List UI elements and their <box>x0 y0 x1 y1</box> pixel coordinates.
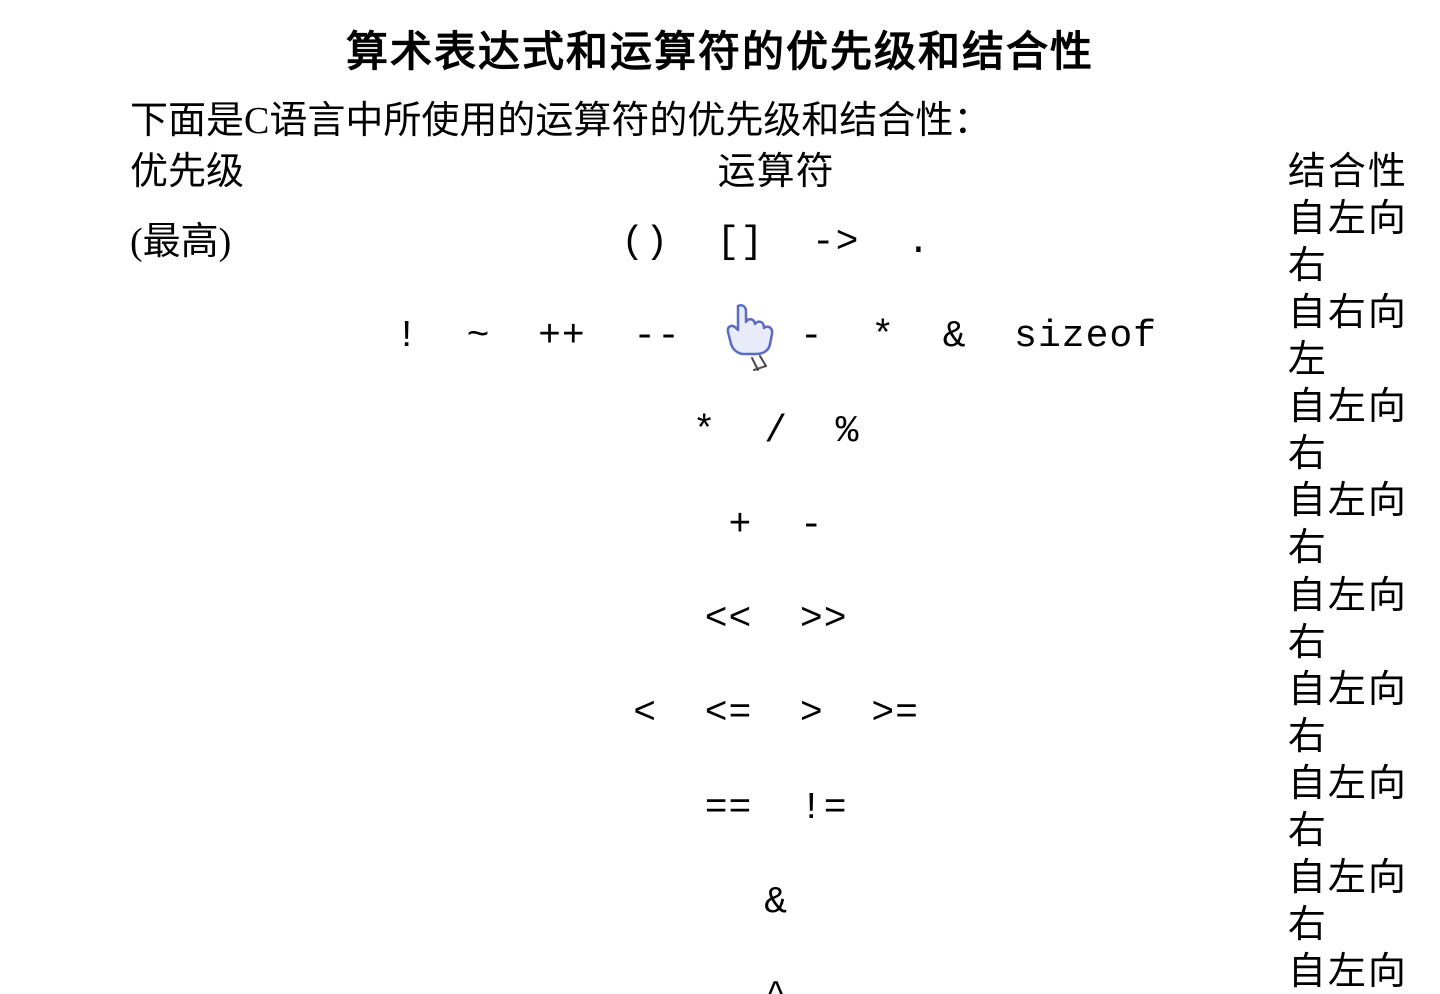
header-priority: 优先级 <box>130 149 264 196</box>
page-title: 算术表达式和运算符的优先级和结合性 <box>0 18 1440 79</box>
assoc-cell: 自左向右 <box>1288 573 1440 667</box>
priority-cell: (最高) <box>130 196 264 290</box>
operator-cell: << >> <box>264 573 1288 667</box>
header-operator: 运算符 <box>264 149 1288 196</box>
priority-cell <box>130 290 264 384</box>
assoc-cell: 自左向右 <box>1288 949 1440 994</box>
table-row: ! ~ ++ -- + - * & sizeof自右向左 <box>130 290 1440 384</box>
operator-cell: == != <box>264 761 1288 855</box>
priority-cell <box>130 384 264 478</box>
priority-cell <box>130 949 264 994</box>
intro-text: 下面是C语言中所使用的运算符的优先级和结合性： <box>0 99 1440 145</box>
operator-cell: & <box>264 855 1288 949</box>
assoc-cell: 自左向右 <box>1288 478 1440 572</box>
table-row: &自左向右 <box>130 855 1440 949</box>
operator-cell: ^ <box>264 949 1288 994</box>
operator-cell: + - <box>264 478 1288 572</box>
page: 算术表达式和运算符的优先级和结合性 下面是C语言中所使用的运算符的优先级和结合性… <box>0 0 1440 994</box>
table-row: (最高)() [] -> .自左向右 <box>130 196 1440 290</box>
priority-cell <box>130 855 264 949</box>
operator-cell: ! ~ ++ -- + - * & sizeof <box>264 290 1288 384</box>
assoc-cell: 自左向右 <box>1288 196 1440 290</box>
operator-cell: * / % <box>264 384 1288 478</box>
operator-cell: () [] -> . <box>264 196 1288 290</box>
assoc-cell: 自左向右 <box>1288 667 1440 761</box>
priority-cell <box>130 667 264 761</box>
table-row: == !=自左向右 <box>130 761 1440 855</box>
header-assoc: 结合性 <box>1288 149 1440 196</box>
priority-cell <box>130 761 264 855</box>
table-row: * / %自左向右 <box>130 384 1440 478</box>
table-row: << >>自左向右 <box>130 573 1440 667</box>
table-row: ^自左向右 <box>130 949 1440 994</box>
assoc-cell: 自左向右 <box>1288 384 1440 478</box>
assoc-cell: 自右向左 <box>1288 290 1440 384</box>
operator-cell: < <= > >= <box>264 667 1288 761</box>
table-row: < <= > >=自左向右 <box>130 667 1440 761</box>
operator-precedence-table: 优先级 运算符 结合性 (最高)() [] -> .自左向右! ~ ++ -- … <box>130 149 1440 994</box>
assoc-cell: 自左向右 <box>1288 761 1440 855</box>
assoc-cell: 自左向右 <box>1288 855 1440 949</box>
priority-cell <box>130 478 264 572</box>
table-row: + -自左向右 <box>130 478 1440 572</box>
table-header-row: 优先级 运算符 结合性 <box>130 149 1440 196</box>
priority-cell <box>130 573 264 667</box>
